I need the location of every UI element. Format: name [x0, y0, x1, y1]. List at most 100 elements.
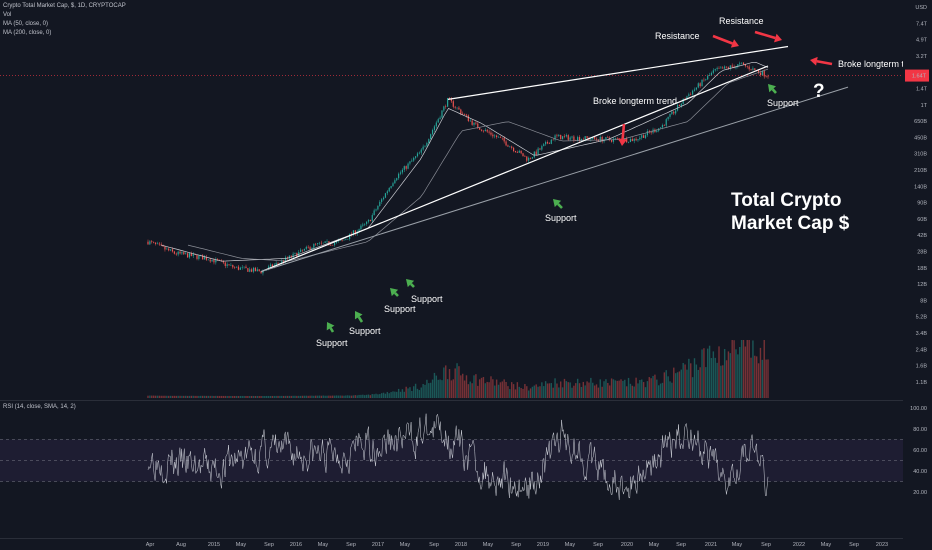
volume-bar [556, 383, 558, 398]
price-axis-tick: 1.6B [916, 364, 928, 370]
volume-bar [544, 381, 547, 398]
candle-body [452, 101, 454, 107]
volume-bar [201, 395, 204, 398]
volume-bar [267, 395, 270, 398]
candle-body [243, 266, 245, 268]
candle-body [533, 151, 535, 158]
volume-bar [443, 367, 445, 398]
ma200-line [187, 68, 769, 262]
candle-body [245, 266, 247, 269]
candle-body [458, 107, 460, 110]
candle-body [707, 75, 709, 80]
candle-body [332, 244, 334, 246]
time-axis-tick: Apr [146, 542, 155, 548]
volume-bar [339, 395, 341, 398]
candle-body [503, 138, 505, 142]
volume-bar [603, 381, 605, 398]
volume-bar [224, 395, 226, 398]
volume-bar [418, 390, 421, 398]
candle-body [528, 157, 530, 161]
volume-bar [341, 395, 343, 398]
volume-bar [465, 375, 468, 398]
support-arrow [390, 288, 399, 297]
volume-bar [307, 395, 309, 398]
rsi-axis-tick: 40.00 [913, 469, 927, 475]
candle-body [682, 98, 684, 104]
volume-indicator-label[interactable]: Vol [3, 12, 12, 18]
volume-bar [578, 383, 581, 398]
candle-body [171, 249, 174, 252]
volume-bar [558, 387, 560, 398]
volume-bar [531, 386, 534, 398]
candle-body [471, 120, 473, 125]
volume-bar [266, 395, 268, 398]
candle-body [697, 83, 699, 88]
volume-bar [413, 386, 415, 398]
volume-bar [149, 395, 151, 398]
volume-bar [561, 387, 564, 398]
candle-body [548, 143, 550, 145]
candle-body [420, 149, 422, 153]
volume-bar [599, 379, 601, 398]
ma50-indicator-label[interactable]: MA (50, close, 0) [3, 21, 49, 27]
time-axis-tick: 2018 [455, 542, 467, 548]
candle-body [586, 136, 588, 138]
candle-body [179, 251, 181, 254]
volume-bar [535, 384, 537, 398]
rsi-axis-tick: 20.00 [913, 490, 927, 496]
resistance-arrow [712, 34, 739, 48]
candle-body [571, 136, 573, 138]
candle-body [545, 142, 547, 145]
rsi-indicator-label[interactable]: RSI (14, close, SMA, 14, 2) [3, 404, 76, 410]
volume-bar [220, 395, 223, 398]
volume-bar [520, 388, 522, 398]
volume-bar [763, 340, 765, 398]
candle-body [465, 114, 468, 116]
time-axis-tick: 2023 [876, 542, 888, 548]
price-axis-tick: 1.4T [916, 87, 928, 93]
candle-body [475, 122, 477, 124]
candle-body [194, 254, 196, 256]
volume-bar [541, 382, 543, 398]
volume-bar [463, 380, 466, 398]
time-axis-tick: Sep [849, 542, 859, 548]
candle-body [650, 132, 652, 133]
ma200-indicator-label[interactable]: MA (200, close, 0) [3, 30, 52, 36]
candle-body [512, 147, 515, 152]
question-mark: ? [813, 81, 825, 102]
volume-bar [693, 358, 696, 398]
volume-bar [379, 394, 381, 398]
volume-bar [486, 381, 488, 398]
volume-bar [735, 349, 737, 398]
volume-bar [620, 379, 622, 398]
longterm-support-trendline [261, 86, 849, 273]
candle-body [539, 148, 541, 150]
candle-body [237, 266, 240, 270]
candle-body [335, 241, 338, 243]
volume-bar [179, 395, 181, 398]
candle-body [584, 136, 586, 140]
volume-bar [467, 384, 470, 398]
candle-body [710, 72, 713, 76]
candle-body [405, 166, 407, 169]
support-label: Support [411, 294, 443, 304]
volume-bar [765, 359, 767, 398]
candle-body [447, 98, 449, 107]
volume-bar [701, 349, 703, 398]
volume-bar [595, 384, 598, 398]
support-arrow [326, 322, 335, 333]
price-axis-tick: 1.1B [916, 380, 928, 386]
candle-body [416, 153, 419, 157]
candle-body [401, 169, 404, 173]
volume-bar [494, 385, 496, 398]
candle-body [147, 241, 149, 245]
candle-body [578, 137, 581, 141]
candle-body [307, 246, 309, 248]
candle-body [558, 134, 560, 137]
candle-body [347, 239, 349, 240]
candle-body [546, 142, 549, 144]
candle-body [445, 106, 447, 108]
candle-body [399, 172, 402, 174]
candle-body [426, 142, 428, 146]
